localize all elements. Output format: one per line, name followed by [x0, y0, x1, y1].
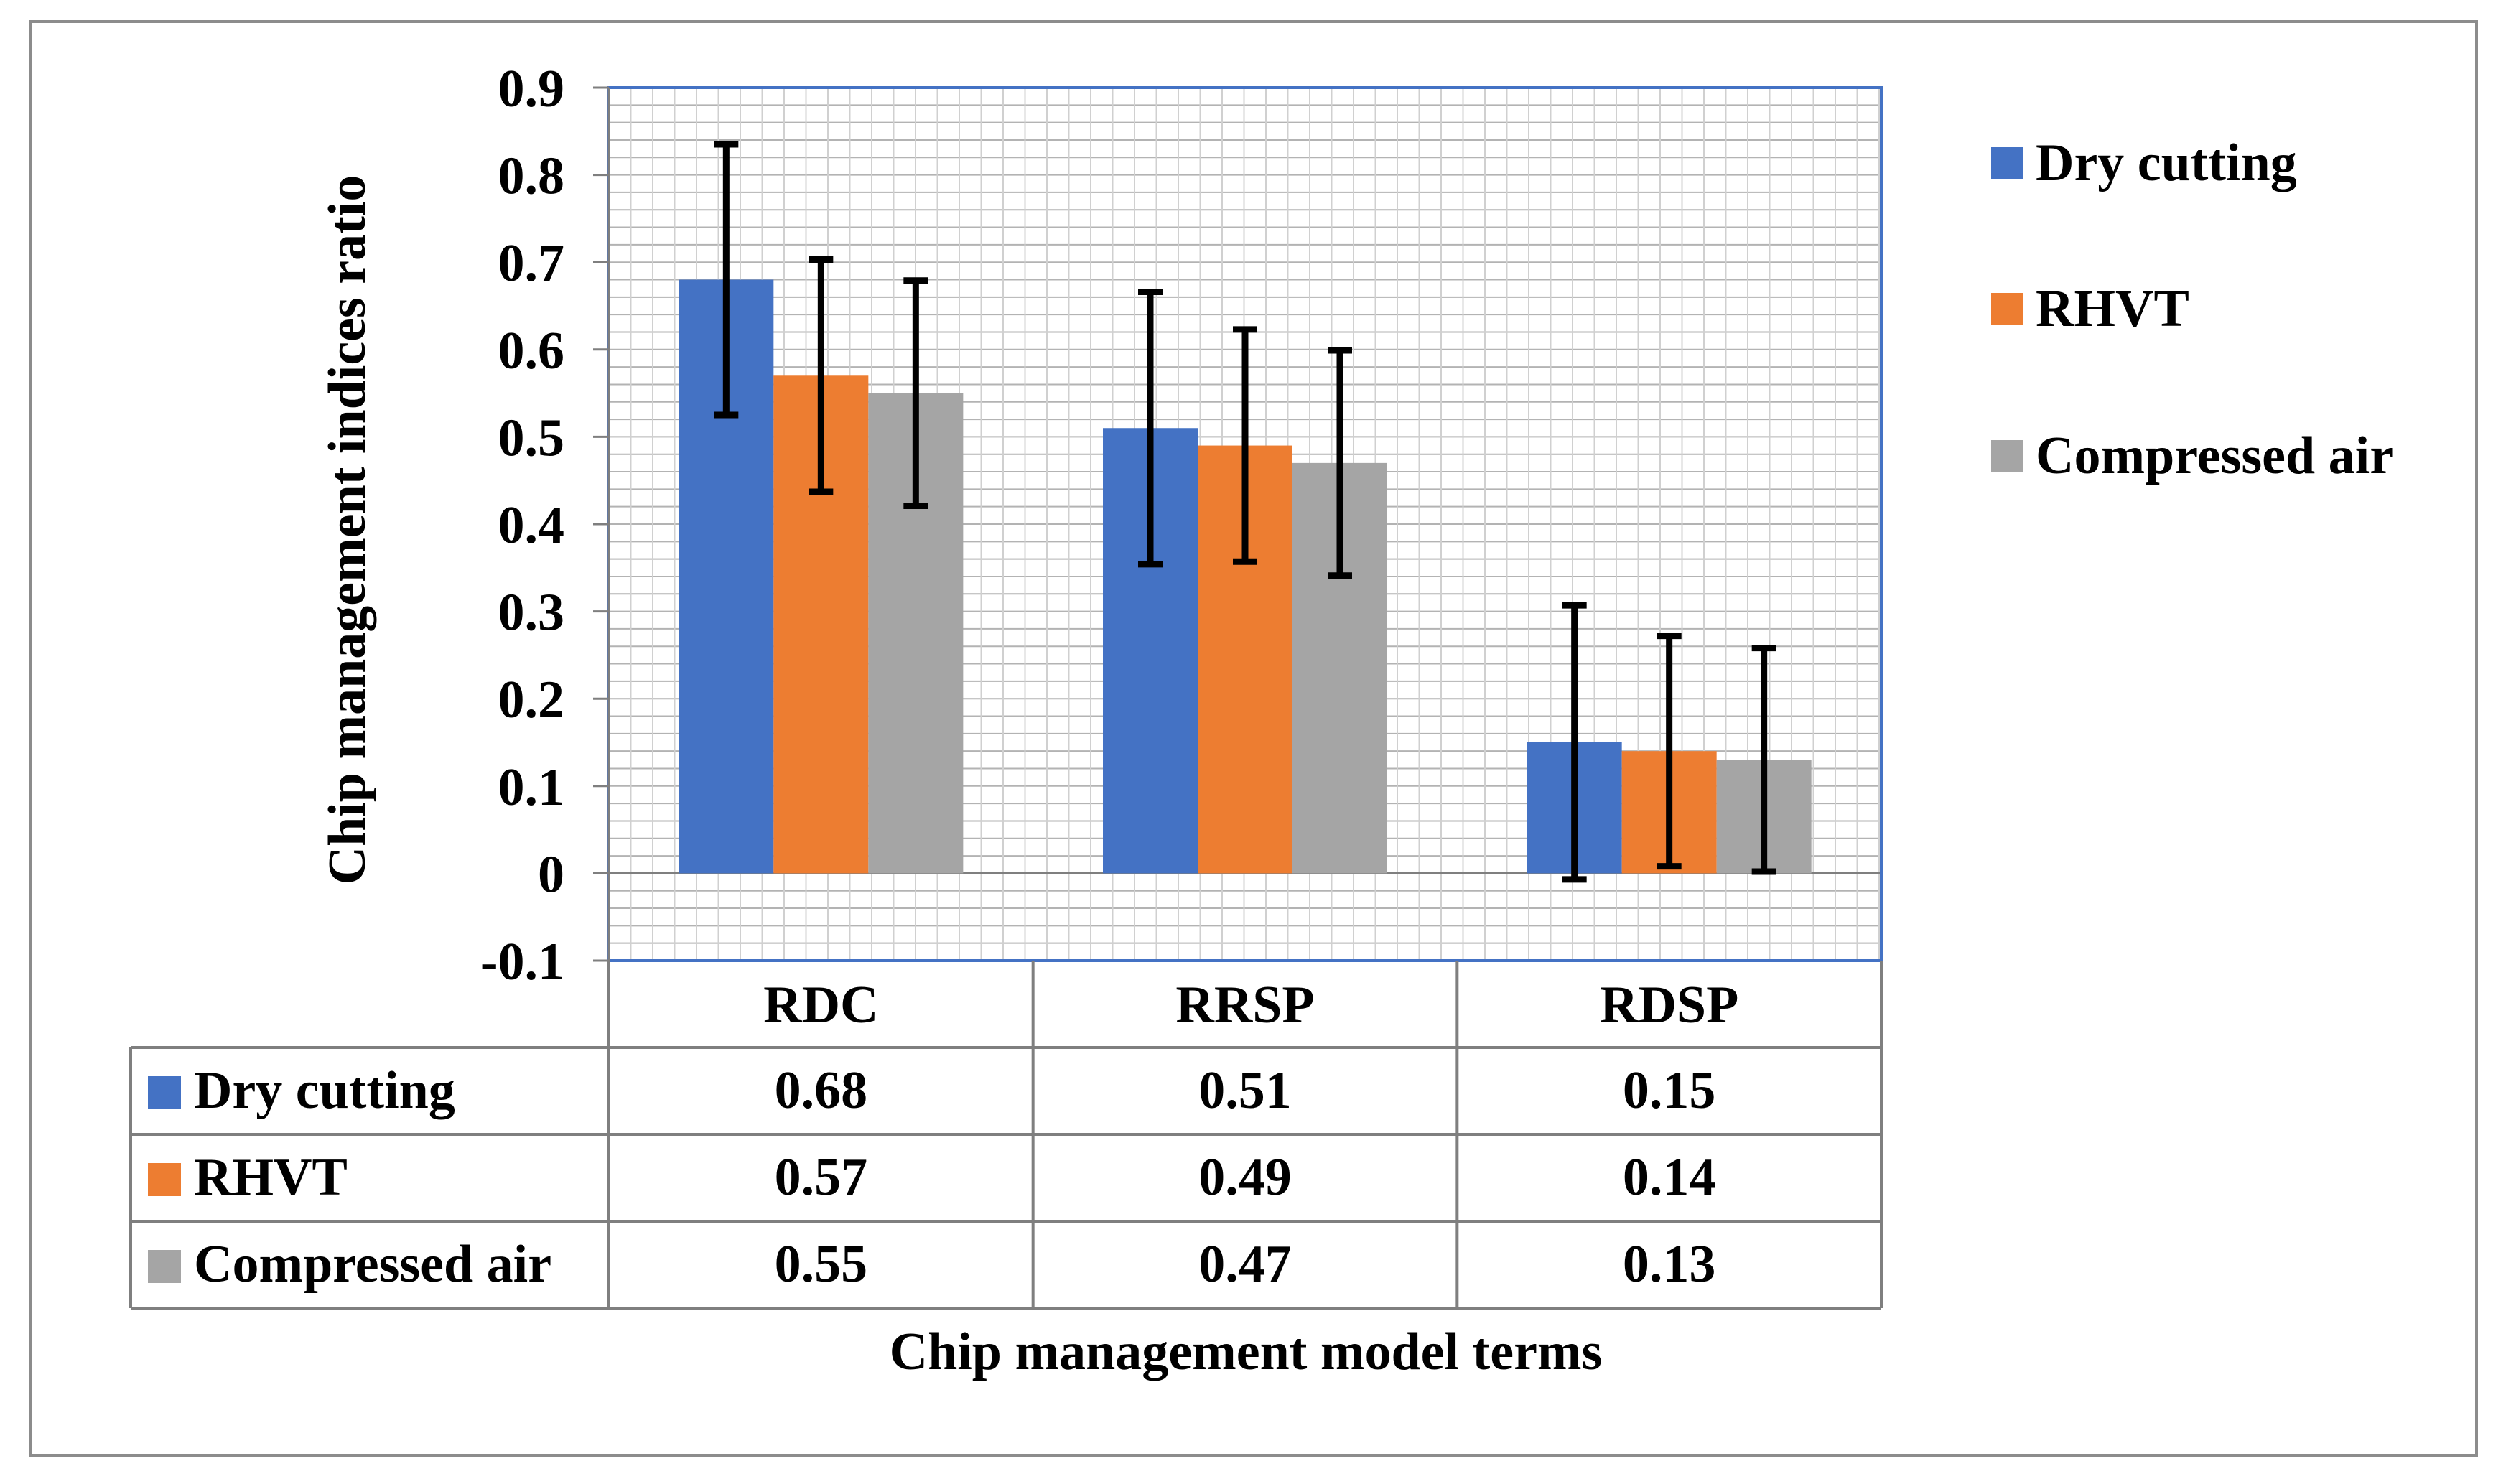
table-series-label: RHVT — [194, 1148, 348, 1207]
table-value: 0.15 — [1623, 1061, 1716, 1120]
x-tick-label: RDSP — [1600, 976, 1738, 1035]
table-value: 0.49 — [1198, 1148, 1292, 1207]
table-value: 0.55 — [775, 1235, 868, 1294]
table-series-label: Dry cutting — [194, 1061, 455, 1120]
y-tick-label: 0.1 — [498, 758, 565, 817]
table-value: 0.13 — [1623, 1235, 1716, 1294]
y-tick-label: 0.3 — [498, 584, 565, 643]
table-legend-key — [148, 1250, 181, 1283]
table-legend-key — [148, 1163, 181, 1196]
legend-key — [1991, 147, 2023, 179]
x-axis-label: Chip management model terms — [890, 1322, 1603, 1381]
x-tick-label: RRSP — [1175, 976, 1314, 1035]
y-tick-label: 0.9 — [498, 60, 565, 118]
y-tick-label: 0 — [538, 845, 564, 904]
table-value: 0.14 — [1623, 1148, 1716, 1207]
table-value: 0.47 — [1198, 1235, 1292, 1294]
table-value: 0.68 — [775, 1061, 868, 1120]
y-tick-label: 0.4 — [498, 496, 565, 555]
table-value: 0.57 — [775, 1148, 868, 1207]
y-tick-label: -0.1 — [480, 933, 564, 991]
x-tick-label: RDC — [763, 976, 878, 1035]
legend-label: Dry cutting — [2036, 134, 2297, 192]
legend-label: RHVT — [2036, 279, 2189, 338]
legend-key — [1991, 293, 2023, 325]
y-axis-label: Chip management indices ratio — [318, 175, 377, 885]
y-tick-label: 0.7 — [498, 234, 565, 293]
legend-key — [1991, 440, 2023, 472]
table-value: 0.51 — [1198, 1061, 1292, 1120]
table-legend-key — [148, 1076, 181, 1109]
y-tick-label: 0.6 — [498, 322, 565, 381]
figure-border — [29, 20, 2478, 1457]
legend-label: Compressed air — [2036, 426, 2393, 485]
y-tick-label: 0.5 — [498, 409, 565, 467]
table-series-label: Compressed air — [194, 1235, 551, 1294]
y-tick-label: 0.2 — [498, 671, 565, 729]
y-tick-label: 0.8 — [498, 147, 565, 206]
